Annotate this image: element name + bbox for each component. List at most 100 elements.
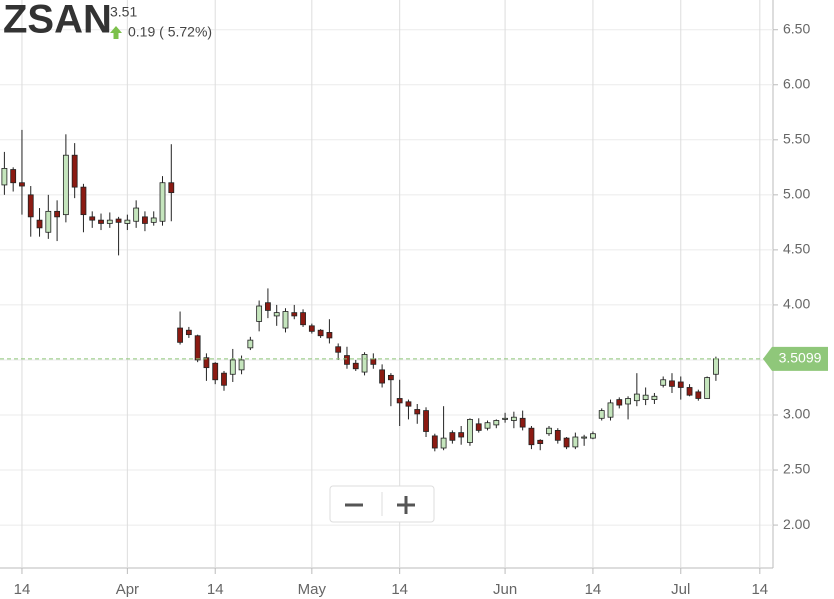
x-tick-label: 14 xyxy=(751,581,768,598)
candle-body xyxy=(89,216,96,221)
ticker: ZSAN xyxy=(3,0,112,42)
candle-body xyxy=(344,355,350,365)
candle-body xyxy=(185,329,192,336)
candle-body xyxy=(379,369,386,384)
candle-body xyxy=(423,410,429,432)
candle-body xyxy=(98,219,104,224)
candle-body xyxy=(27,194,34,218)
candle-body xyxy=(677,381,684,388)
candle-body xyxy=(581,436,588,439)
candle-body xyxy=(54,210,60,218)
candle-body xyxy=(370,358,377,365)
candle-body xyxy=(1,168,8,186)
y-tick-label: 4.00 xyxy=(783,296,810,312)
y-tick-label: 6.00 xyxy=(783,75,810,91)
plot-area: 2.002.503.003.504.004.505.005.506.006.50… xyxy=(0,0,810,598)
candle-body xyxy=(563,437,570,448)
candle-body xyxy=(484,422,491,429)
candle-body xyxy=(493,420,500,426)
candle-body xyxy=(326,332,333,339)
candle-body xyxy=(352,362,359,370)
candle-body xyxy=(177,327,183,343)
candle-body xyxy=(467,418,473,443)
candle-body xyxy=(212,362,219,381)
candle-body xyxy=(273,312,280,317)
candle-body xyxy=(458,432,465,438)
last-price-tag xyxy=(763,346,828,371)
candle-body xyxy=(598,410,605,419)
candle-body xyxy=(387,374,394,381)
zoom-in-button[interactable] xyxy=(383,487,433,521)
candle-body xyxy=(71,154,78,188)
candle-body xyxy=(695,391,702,399)
candle-body xyxy=(229,359,236,375)
last-price-label: 3.5099 xyxy=(779,350,822,366)
candle-body xyxy=(203,357,210,369)
candle-body xyxy=(150,217,157,223)
candle-body xyxy=(475,423,482,431)
candle-body xyxy=(642,394,649,400)
candle-body xyxy=(405,401,412,407)
candle-body xyxy=(142,216,148,224)
x-tick-label: 14 xyxy=(391,581,408,598)
y-tick-label: 5.00 xyxy=(783,186,810,202)
candle-body xyxy=(414,409,421,415)
candle-body xyxy=(291,312,298,317)
candle-body xyxy=(335,346,342,353)
candle-body xyxy=(361,354,368,373)
x-tick-label: Jun xyxy=(493,581,517,598)
candle-body xyxy=(317,329,324,337)
candle-body xyxy=(19,182,25,187)
candle-body xyxy=(36,219,43,229)
candle-body xyxy=(651,395,658,400)
y-tick-label: 6.50 xyxy=(783,20,810,36)
candle-body xyxy=(265,302,271,311)
up-arrow xyxy=(110,26,122,39)
x-tick-label: May xyxy=(298,581,327,598)
candle-body xyxy=(80,186,87,216)
candle-body xyxy=(159,182,166,222)
candle-body xyxy=(282,311,289,329)
candle-body xyxy=(168,182,175,194)
candle-body xyxy=(669,380,675,387)
candle-body xyxy=(133,207,140,222)
candle-body xyxy=(300,312,306,326)
candle-body xyxy=(431,435,438,449)
x-tick-label: 14 xyxy=(14,581,31,598)
candle-body xyxy=(115,218,122,223)
candle-body xyxy=(572,436,579,448)
zoom-out-button[interactable] xyxy=(331,487,381,521)
candle-body xyxy=(238,359,245,371)
y-tick-label: 2.00 xyxy=(783,516,810,532)
candle-body xyxy=(10,169,17,184)
candle-body xyxy=(308,325,315,332)
candle-body xyxy=(554,430,561,441)
y-tick-label: 3.00 xyxy=(783,406,810,422)
candle-body xyxy=(519,417,526,428)
candle-body xyxy=(440,437,447,449)
candle-body xyxy=(537,439,544,445)
y-tick-label: 4.50 xyxy=(783,241,810,257)
candle-body xyxy=(449,432,456,441)
zoom-controls xyxy=(329,485,435,523)
candle-body xyxy=(686,387,693,396)
candle-body xyxy=(62,154,69,216)
candle-body xyxy=(221,372,227,386)
price: 3.51 xyxy=(110,4,137,20)
candle-body xyxy=(713,358,719,375)
x-tick-label: Jul xyxy=(671,581,690,598)
y-tick-label: 2.50 xyxy=(783,461,810,477)
candle-body xyxy=(528,427,535,446)
candle-body xyxy=(45,210,52,233)
candle-body xyxy=(194,335,201,361)
candle-body xyxy=(124,219,131,224)
candle-body xyxy=(660,379,667,386)
candle-body xyxy=(247,339,254,349)
candle-body xyxy=(633,393,640,402)
change: 0.19 ( 5.72%) xyxy=(128,24,212,40)
candle-body xyxy=(625,398,631,405)
candle-body xyxy=(396,398,403,404)
candle-body xyxy=(590,433,596,439)
